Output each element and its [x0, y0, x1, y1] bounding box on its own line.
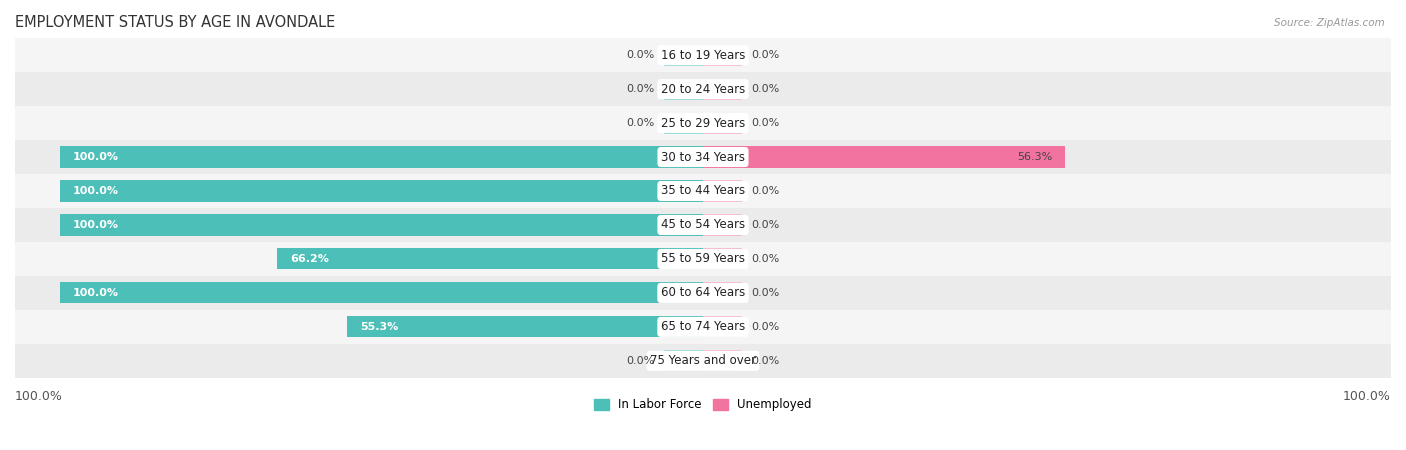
- Bar: [0, 310, 1406, 344]
- Text: 16 to 19 Years: 16 to 19 Years: [661, 49, 745, 62]
- Bar: [60, 180, 703, 202]
- Bar: [703, 45, 741, 66]
- Text: 100.0%: 100.0%: [1343, 390, 1391, 403]
- Text: 45 to 54 Years: 45 to 54 Years: [661, 218, 745, 231]
- Text: 55 to 59 Years: 55 to 59 Years: [661, 252, 745, 266]
- Text: 60 to 64 Years: 60 to 64 Years: [661, 286, 745, 299]
- Text: 0.0%: 0.0%: [627, 356, 655, 366]
- Text: 100.0%: 100.0%: [15, 390, 63, 403]
- Text: 75 Years and over: 75 Years and over: [650, 354, 756, 367]
- Bar: [60, 283, 703, 303]
- Bar: [0, 174, 1406, 208]
- Text: 0.0%: 0.0%: [751, 118, 779, 128]
- Bar: [60, 215, 703, 235]
- Bar: [703, 180, 741, 202]
- Text: 100.0%: 100.0%: [73, 152, 120, 162]
- Text: Source: ZipAtlas.com: Source: ZipAtlas.com: [1274, 18, 1385, 28]
- Text: 65 to 74 Years: 65 to 74 Years: [661, 320, 745, 333]
- Text: 0.0%: 0.0%: [627, 118, 655, 128]
- Bar: [0, 106, 1406, 140]
- Text: 0.0%: 0.0%: [751, 322, 779, 332]
- Bar: [347, 316, 703, 338]
- Bar: [703, 248, 741, 270]
- Text: 0.0%: 0.0%: [751, 356, 779, 366]
- Text: 0.0%: 0.0%: [751, 50, 779, 60]
- Bar: [703, 147, 1064, 167]
- Text: 0.0%: 0.0%: [627, 50, 655, 60]
- Bar: [703, 79, 741, 99]
- Bar: [703, 283, 741, 303]
- Text: 0.0%: 0.0%: [751, 84, 779, 94]
- Bar: [0, 38, 1406, 72]
- Bar: [665, 112, 703, 134]
- Text: 30 to 34 Years: 30 to 34 Years: [661, 150, 745, 163]
- Text: 0.0%: 0.0%: [627, 84, 655, 94]
- Text: EMPLOYMENT STATUS BY AGE IN AVONDALE: EMPLOYMENT STATUS BY AGE IN AVONDALE: [15, 15, 335, 30]
- Bar: [0, 344, 1406, 378]
- Text: 55.3%: 55.3%: [360, 322, 398, 332]
- Bar: [703, 351, 741, 371]
- Bar: [0, 208, 1406, 242]
- Bar: [665, 45, 703, 66]
- Text: 0.0%: 0.0%: [751, 288, 779, 298]
- Bar: [60, 147, 703, 167]
- Text: 35 to 44 Years: 35 to 44 Years: [661, 184, 745, 198]
- Text: 0.0%: 0.0%: [751, 220, 779, 230]
- Bar: [0, 72, 1406, 106]
- Bar: [703, 316, 741, 338]
- Text: 56.3%: 56.3%: [1017, 152, 1052, 162]
- Text: 66.2%: 66.2%: [290, 254, 329, 264]
- Text: 100.0%: 100.0%: [73, 288, 120, 298]
- Bar: [665, 79, 703, 99]
- Bar: [703, 112, 741, 134]
- Text: 0.0%: 0.0%: [751, 254, 779, 264]
- Bar: [277, 248, 703, 270]
- Bar: [0, 276, 1406, 310]
- Text: 100.0%: 100.0%: [73, 220, 120, 230]
- Bar: [0, 140, 1406, 174]
- Text: 0.0%: 0.0%: [751, 186, 779, 196]
- Text: 25 to 29 Years: 25 to 29 Years: [661, 117, 745, 130]
- Text: 100.0%: 100.0%: [73, 186, 120, 196]
- Bar: [665, 351, 703, 371]
- Text: 20 to 24 Years: 20 to 24 Years: [661, 82, 745, 95]
- Bar: [0, 242, 1406, 276]
- Bar: [703, 215, 741, 235]
- Legend: In Labor Force, Unemployed: In Labor Force, Unemployed: [589, 394, 817, 416]
